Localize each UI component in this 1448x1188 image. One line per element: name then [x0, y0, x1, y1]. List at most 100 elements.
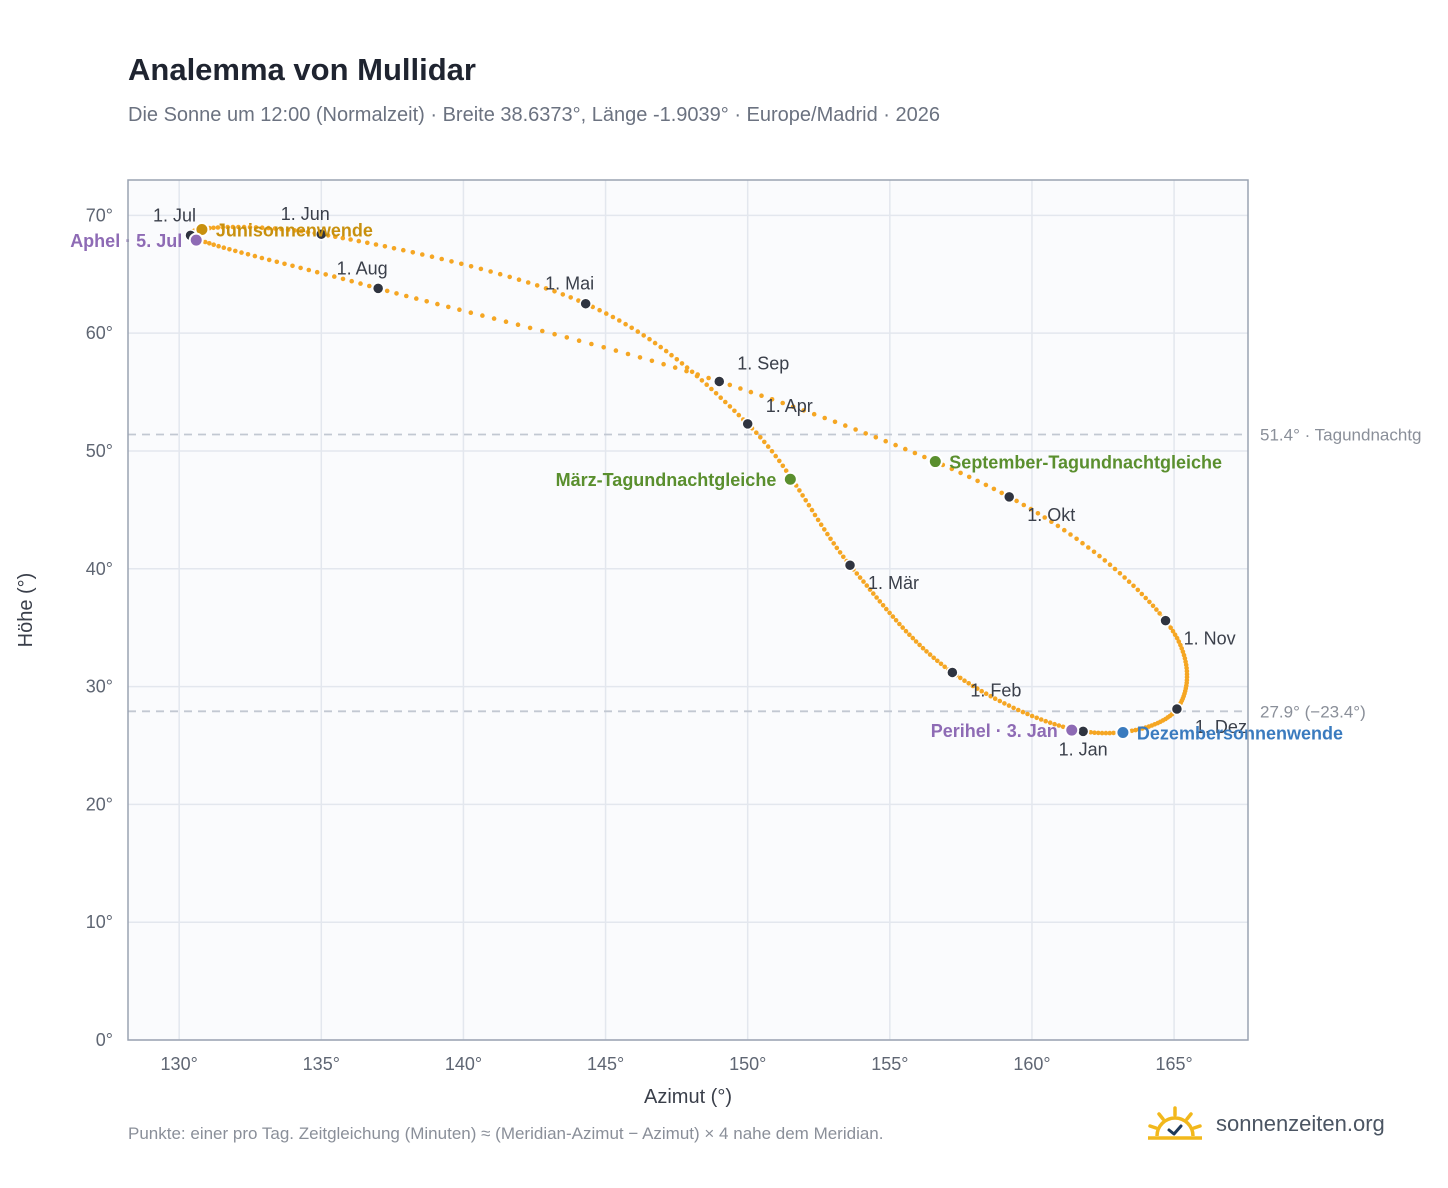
day-point	[424, 299, 430, 304]
day-point	[983, 691, 989, 696]
y-tick-label: 60°	[86, 323, 113, 343]
month-label: 1. Mär	[868, 573, 919, 593]
day-point	[1112, 566, 1118, 572]
day-point	[597, 307, 602, 313]
x-axis-title: Azimut (°)	[644, 1086, 732, 1108]
day-point	[822, 527, 827, 532]
month-marker	[1076, 725, 1090, 738]
x-tick-label: 165°	[1155, 1054, 1192, 1074]
day-point	[252, 253, 258, 259]
day-point	[540, 328, 545, 334]
day-point	[1034, 715, 1039, 721]
day-point	[373, 242, 379, 247]
brand-name: sonnenzeiten.org	[1216, 1111, 1385, 1136]
day-point	[391, 246, 397, 251]
day-point	[1042, 515, 1047, 520]
day-point	[975, 686, 980, 691]
day-point	[927, 652, 933, 657]
day-point	[883, 438, 888, 444]
chart-title: Analemma von Mullidar	[128, 52, 476, 87]
month-markers: 1. Jan 1. Feb 1. Mär 1. Apr 1. Mai 1. Jun 1. J…	[153, 204, 1247, 759]
day-point	[601, 345, 606, 350]
x-axis-ticks: 130° 135° 140° 145° 150° 155° 160° 165°	[161, 1054, 1193, 1074]
day-point	[560, 292, 566, 297]
event-marker	[927, 454, 943, 470]
day-point	[706, 375, 711, 381]
day-point	[759, 393, 764, 399]
day-point	[1147, 599, 1152, 605]
day-point	[239, 250, 244, 255]
day-point	[604, 311, 609, 316]
day-point	[874, 595, 879, 600]
day-point	[314, 269, 320, 275]
y-axis-ticks: 0° 10° 20° 30° 40° 50° 60° 70°	[86, 205, 113, 1050]
day-point	[979, 688, 984, 694]
day-point	[459, 261, 464, 267]
day-point	[515, 322, 521, 328]
day-point	[1047, 720, 1053, 725]
day-point	[790, 404, 796, 410]
day-point	[503, 319, 509, 325]
day-point	[241, 224, 247, 230]
reference-lines: 51.4° · Tagundnachtg 27.9° (−23.4°)	[128, 425, 1422, 721]
day-point	[534, 283, 540, 288]
day-point	[589, 341, 594, 347]
day-point	[367, 283, 372, 289]
day-point	[884, 606, 889, 612]
day-point	[348, 237, 353, 242]
brand-logo[interactable]: sonnenzeiten.org	[1148, 1104, 1385, 1144]
day-point	[867, 587, 873, 592]
day-point	[966, 474, 972, 480]
day-point	[890, 614, 896, 619]
day-point	[1035, 511, 1041, 516]
month-marker	[946, 666, 959, 679]
month-label: 1. Jun	[281, 204, 330, 224]
month-label: 1. Sep	[737, 353, 789, 373]
day-point	[1086, 545, 1091, 550]
month-label: 1. Aug	[337, 258, 388, 278]
day-point	[1117, 571, 1123, 576]
day-point	[800, 493, 805, 498]
month-label: 1. Nov	[1184, 629, 1236, 649]
day-point	[811, 411, 817, 417]
event-markers: Junisonnenwende Aphel · 5. Jul März-Tagund…	[70, 220, 1343, 743]
day-point	[272, 226, 278, 231]
day-point	[822, 415, 827, 421]
day-point	[207, 241, 212, 246]
day-point	[873, 435, 879, 440]
month-marker	[371, 282, 385, 295]
day-point	[576, 338, 582, 344]
day-point	[202, 239, 208, 245]
event-marker	[1115, 725, 1131, 741]
day-point	[834, 545, 840, 551]
day-point	[516, 277, 522, 283]
day-point	[1107, 730, 1112, 736]
day-point	[491, 316, 497, 321]
day-point	[812, 512, 818, 518]
day-point	[1135, 587, 1141, 593]
analemma-curve	[187, 224, 1190, 736]
day-point	[773, 453, 778, 459]
day-point	[709, 386, 714, 392]
day-point	[1170, 628, 1176, 634]
y-tick-label: 20°	[86, 794, 113, 814]
day-point	[236, 224, 241, 230]
day-point	[1154, 607, 1159, 612]
day-point	[527, 325, 533, 331]
month-marker	[315, 227, 328, 241]
day-point	[825, 531, 830, 537]
day-point	[983, 482, 989, 488]
day-point	[966, 681, 971, 686]
day-point	[815, 517, 821, 523]
y-tick-label: 40°	[86, 559, 113, 579]
day-point	[414, 296, 419, 301]
x-tick-label: 140°	[445, 1054, 482, 1074]
day-point	[913, 639, 919, 644]
day-point	[1060, 724, 1066, 730]
day-point	[649, 358, 655, 364]
event-label: Perihel · 3. Jan	[931, 721, 1058, 741]
day-point	[349, 278, 355, 284]
day-point	[1143, 595, 1148, 601]
month-marker	[1002, 490, 1016, 504]
